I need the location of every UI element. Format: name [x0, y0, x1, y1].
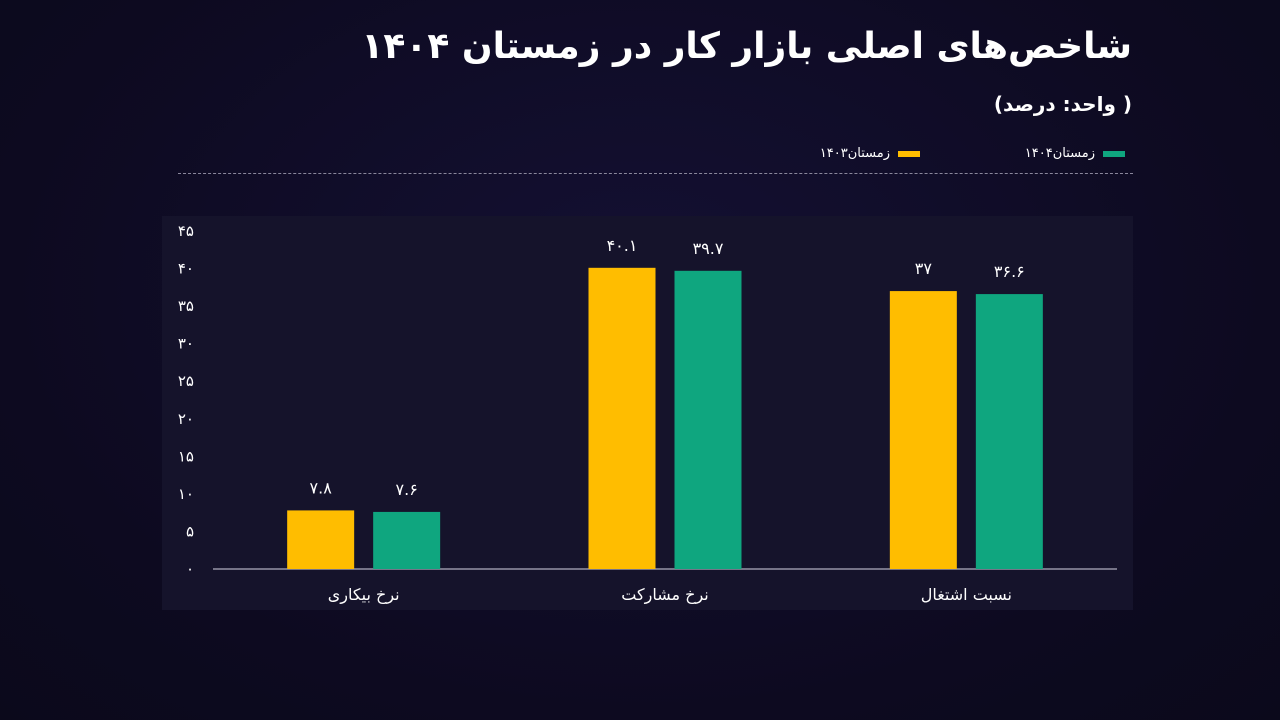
bar [588, 267, 656, 569]
bar [373, 511, 441, 569]
bar-value-label: ۳۶.۶ [994, 262, 1025, 281]
y-tick-label: ۳۰ [178, 335, 194, 353]
y-tick-label: ۰ [186, 560, 194, 578]
y-tick-label: ۱۰ [178, 485, 194, 503]
category-label: نرخ مشارکت [621, 585, 708, 605]
bar-value-label: ۷.۸ [310, 478, 333, 497]
bar [674, 270, 742, 569]
y-tick-label: ۵ [186, 522, 194, 540]
legend-label-1403: زمستان۱۴۰۳ [819, 146, 890, 161]
y-tick-label: ۳۵ [178, 297, 194, 315]
chart-title: شاخص‌های اصلی بازار کار در زمستان ۱۴۰۴ [361, 26, 1132, 67]
bar-value-label: ۳۹.۷ [693, 239, 724, 258]
legend-label-1404: زمستان۱۴۰۴ [1024, 146, 1095, 161]
bar [889, 291, 957, 569]
category-label: نرخ بیکاری [328, 585, 400, 605]
legend-item-1404: زمستان۱۴۰۴ [1025, 146, 1125, 161]
category-label: نسبت اشتغال [921, 585, 1012, 604]
legend-swatch-1403 [898, 150, 920, 157]
y-tick-label: ۴۰ [178, 260, 194, 278]
bar-chart: ۰ ۵ ۱۰ ۱۵ ۲۰ ۲۵ ۳۰ ۳۵ ۴۰ ۴۵ ۷.۸ ۷.۶ نرخ بیکاری ۴۰.۱ ۳۹… [178, 222, 1117, 605]
bar [975, 294, 1043, 569]
bar-value-label: ۴۰.۱ [607, 236, 638, 255]
chart-unit-subtitle: ( واحد: درصد) [993, 92, 1132, 116]
header-divider [178, 173, 1133, 174]
y-tick-label: ۲۵ [178, 372, 194, 390]
y-tick-label: ۴۵ [178, 222, 194, 240]
y-tick-label: ۲۰ [178, 410, 194, 428]
bar-value-label: ۳۷ [915, 259, 933, 278]
legend-swatch-1404 [1103, 150, 1125, 157]
legend-item-1403: زمستان۱۴۰۳ [820, 146, 920, 161]
bar-value-label: ۷.۶ [396, 480, 418, 499]
bar [287, 510, 355, 569]
y-tick-label: ۱۵ [178, 447, 194, 465]
chart-panel: ۰ ۵ ۱۰ ۱۵ ۲۰ ۲۵ ۳۰ ۳۵ ۴۰ ۴۵ ۷.۸ ۷.۶ نرخ بیکاری ۴۰.۱ ۳۹… [162, 216, 1133, 610]
